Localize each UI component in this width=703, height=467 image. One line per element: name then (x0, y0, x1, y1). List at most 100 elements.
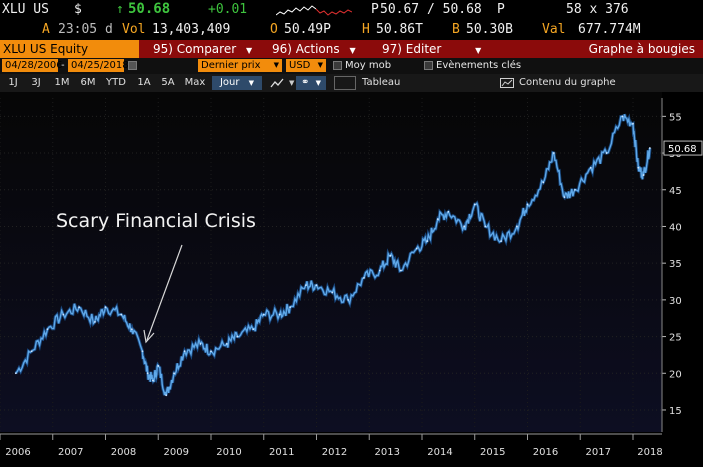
price-chart-svg: 15202530354045505550.68 2006200720082009… (0, 92, 703, 467)
open-label: O (270, 22, 278, 37)
chevron-down-icon: ▼ (349, 46, 356, 55)
y-tick-label: 35 (669, 259, 682, 270)
price-point (173, 372, 175, 375)
compare-menu-number: 95) (153, 42, 173, 56)
price-point (146, 372, 149, 375)
edit-menu-label: Editer (405, 42, 442, 56)
chevron-down-icon: ▼ (317, 61, 323, 69)
price-point (574, 188, 576, 191)
compare-menu[interactable]: 95) Comparer ▼ (153, 40, 252, 58)
currency-value: USD (289, 60, 311, 71)
x-tick-label: 2008 (111, 447, 136, 458)
table-button[interactable]: Tableau (362, 77, 401, 88)
period-button[interactable]: 1J (8, 77, 18, 88)
ticker-symbol: XLU US (2, 2, 49, 17)
y-tick-label: 25 (669, 333, 682, 344)
price-point (199, 343, 202, 345)
x-tick-label: 2018 (637, 447, 662, 458)
quote-stats-row: A 23:05 d Vol 13,403,409 O 50.49P H 50.8… (0, 20, 703, 40)
last-price-label: 50.68 (668, 144, 697, 155)
price-point (165, 394, 168, 397)
price-point (183, 350, 186, 353)
chart-params-row: 04/28/2006 - 04/25/2018 Dernier prix ▼ U… (0, 58, 703, 74)
price-point (236, 335, 239, 338)
price-point (210, 350, 212, 353)
chart-style-icon: ⚭ (301, 77, 310, 88)
edit-menu-number: 97) (382, 42, 402, 56)
zoom-icon[interactable] (334, 76, 356, 90)
price-point (436, 218, 439, 221)
end-date-field[interactable]: 04/25/2018 (68, 59, 129, 72)
price-point (94, 320, 96, 323)
x-tick-label: 2013 (375, 447, 400, 458)
price-point (152, 379, 154, 382)
chart-content-icon[interactable] (500, 78, 514, 88)
volume-value: 13,403,409 (152, 22, 231, 37)
key-events-checkbox[interactable] (424, 61, 433, 70)
calendar-icon[interactable] (128, 61, 137, 70)
price-point (157, 365, 160, 367)
price-point (331, 291, 334, 294)
price-point (363, 276, 365, 279)
moving-average-label: Moy mob (345, 60, 392, 71)
price-point (399, 269, 402, 272)
period-button[interactable]: 1A (137, 77, 151, 88)
price-point (62, 313, 65, 316)
period-button[interactable]: 1M (54, 77, 70, 88)
security-field[interactable]: XLU US Equity (0, 40, 139, 58)
chevron-down-icon: ▼ (245, 46, 253, 55)
x-tick-label: 2017 (586, 447, 611, 458)
x-tick-label: 2011 (269, 447, 294, 458)
quote-header-row: XLU US $ ↑ 50.68 +0.01 P 50.67 / 50.68 P… (0, 0, 703, 20)
open-value: 50.49P (284, 22, 331, 37)
edit-menu[interactable]: 97) Editer ▼ (382, 40, 481, 58)
price-point (30, 350, 33, 353)
intraday-sparkline-icon (276, 5, 352, 16)
frequency-select[interactable]: Jour ▼ (212, 76, 262, 90)
period-button[interactable]: 3J (31, 77, 41, 88)
ask-suffix: P (497, 2, 505, 17)
price-point (120, 313, 123, 316)
price-point (605, 152, 608, 154)
moving-average-checkbox[interactable] (333, 61, 342, 70)
price-point (262, 313, 265, 316)
chevron-down-icon: ▼ (475, 46, 482, 55)
x-tick-label: 2007 (58, 447, 83, 458)
x-tick-label: 2016 (533, 447, 558, 458)
price-point (389, 254, 392, 257)
period-button[interactable]: 5A (161, 77, 175, 88)
price-point (378, 269, 381, 272)
price-point (552, 152, 555, 154)
start-date-field[interactable]: 04/28/2006 (2, 59, 63, 72)
actions-menu[interactable]: 96) Actions ▼ (272, 40, 356, 58)
period-button[interactable]: YTD (106, 77, 126, 88)
price-point (78, 306, 81, 309)
x-tick-label: 2006 (5, 447, 30, 458)
price-field-select[interactable]: Dernier prix ▼ (198, 59, 282, 72)
low-label: B (452, 22, 460, 37)
period-toolbar: 1J 3J 1M 6M YTD 1A 5A Max Jour ▼ ▼ ⚭ ▼ T… (0, 74, 703, 92)
chevron-down-icon[interactable]: ▼ (289, 79, 295, 87)
period-button[interactable]: 6M (80, 77, 96, 88)
chart-style-select[interactable]: ⚭ ▼ (296, 76, 326, 90)
currency-select[interactable]: USD ▼ (286, 59, 326, 72)
line-chart-icon[interactable] (270, 77, 284, 89)
price-point (642, 174, 645, 176)
up-arrow-icon: ↑ (116, 2, 124, 17)
x-tick-label: 2015 (480, 447, 505, 458)
price-point (305, 284, 307, 287)
chart-type-label[interactable]: Graphe à bougies (588, 42, 695, 56)
bid-ask: 50.67 / 50.68 (380, 2, 482, 17)
price-point (500, 240, 503, 243)
price-point (278, 313, 281, 316)
function-menu-bar: XLU US Equity 95) Comparer ▼ 96) Actions… (0, 40, 703, 58)
price-chart[interactable]: 15202530354045505550.68 2006200720082009… (0, 92, 703, 467)
x-tick-label: 2012 (322, 447, 347, 458)
chart-content-button[interactable]: Contenu du graphe (519, 77, 616, 88)
annotation-arrow-head (143, 329, 155, 344)
price-point (141, 350, 144, 353)
y-tick-label: 30 (669, 296, 682, 307)
currency-symbol: $ (74, 2, 82, 17)
period-button[interactable]: Max (184, 77, 206, 88)
y-tick-label: 55 (669, 112, 682, 123)
